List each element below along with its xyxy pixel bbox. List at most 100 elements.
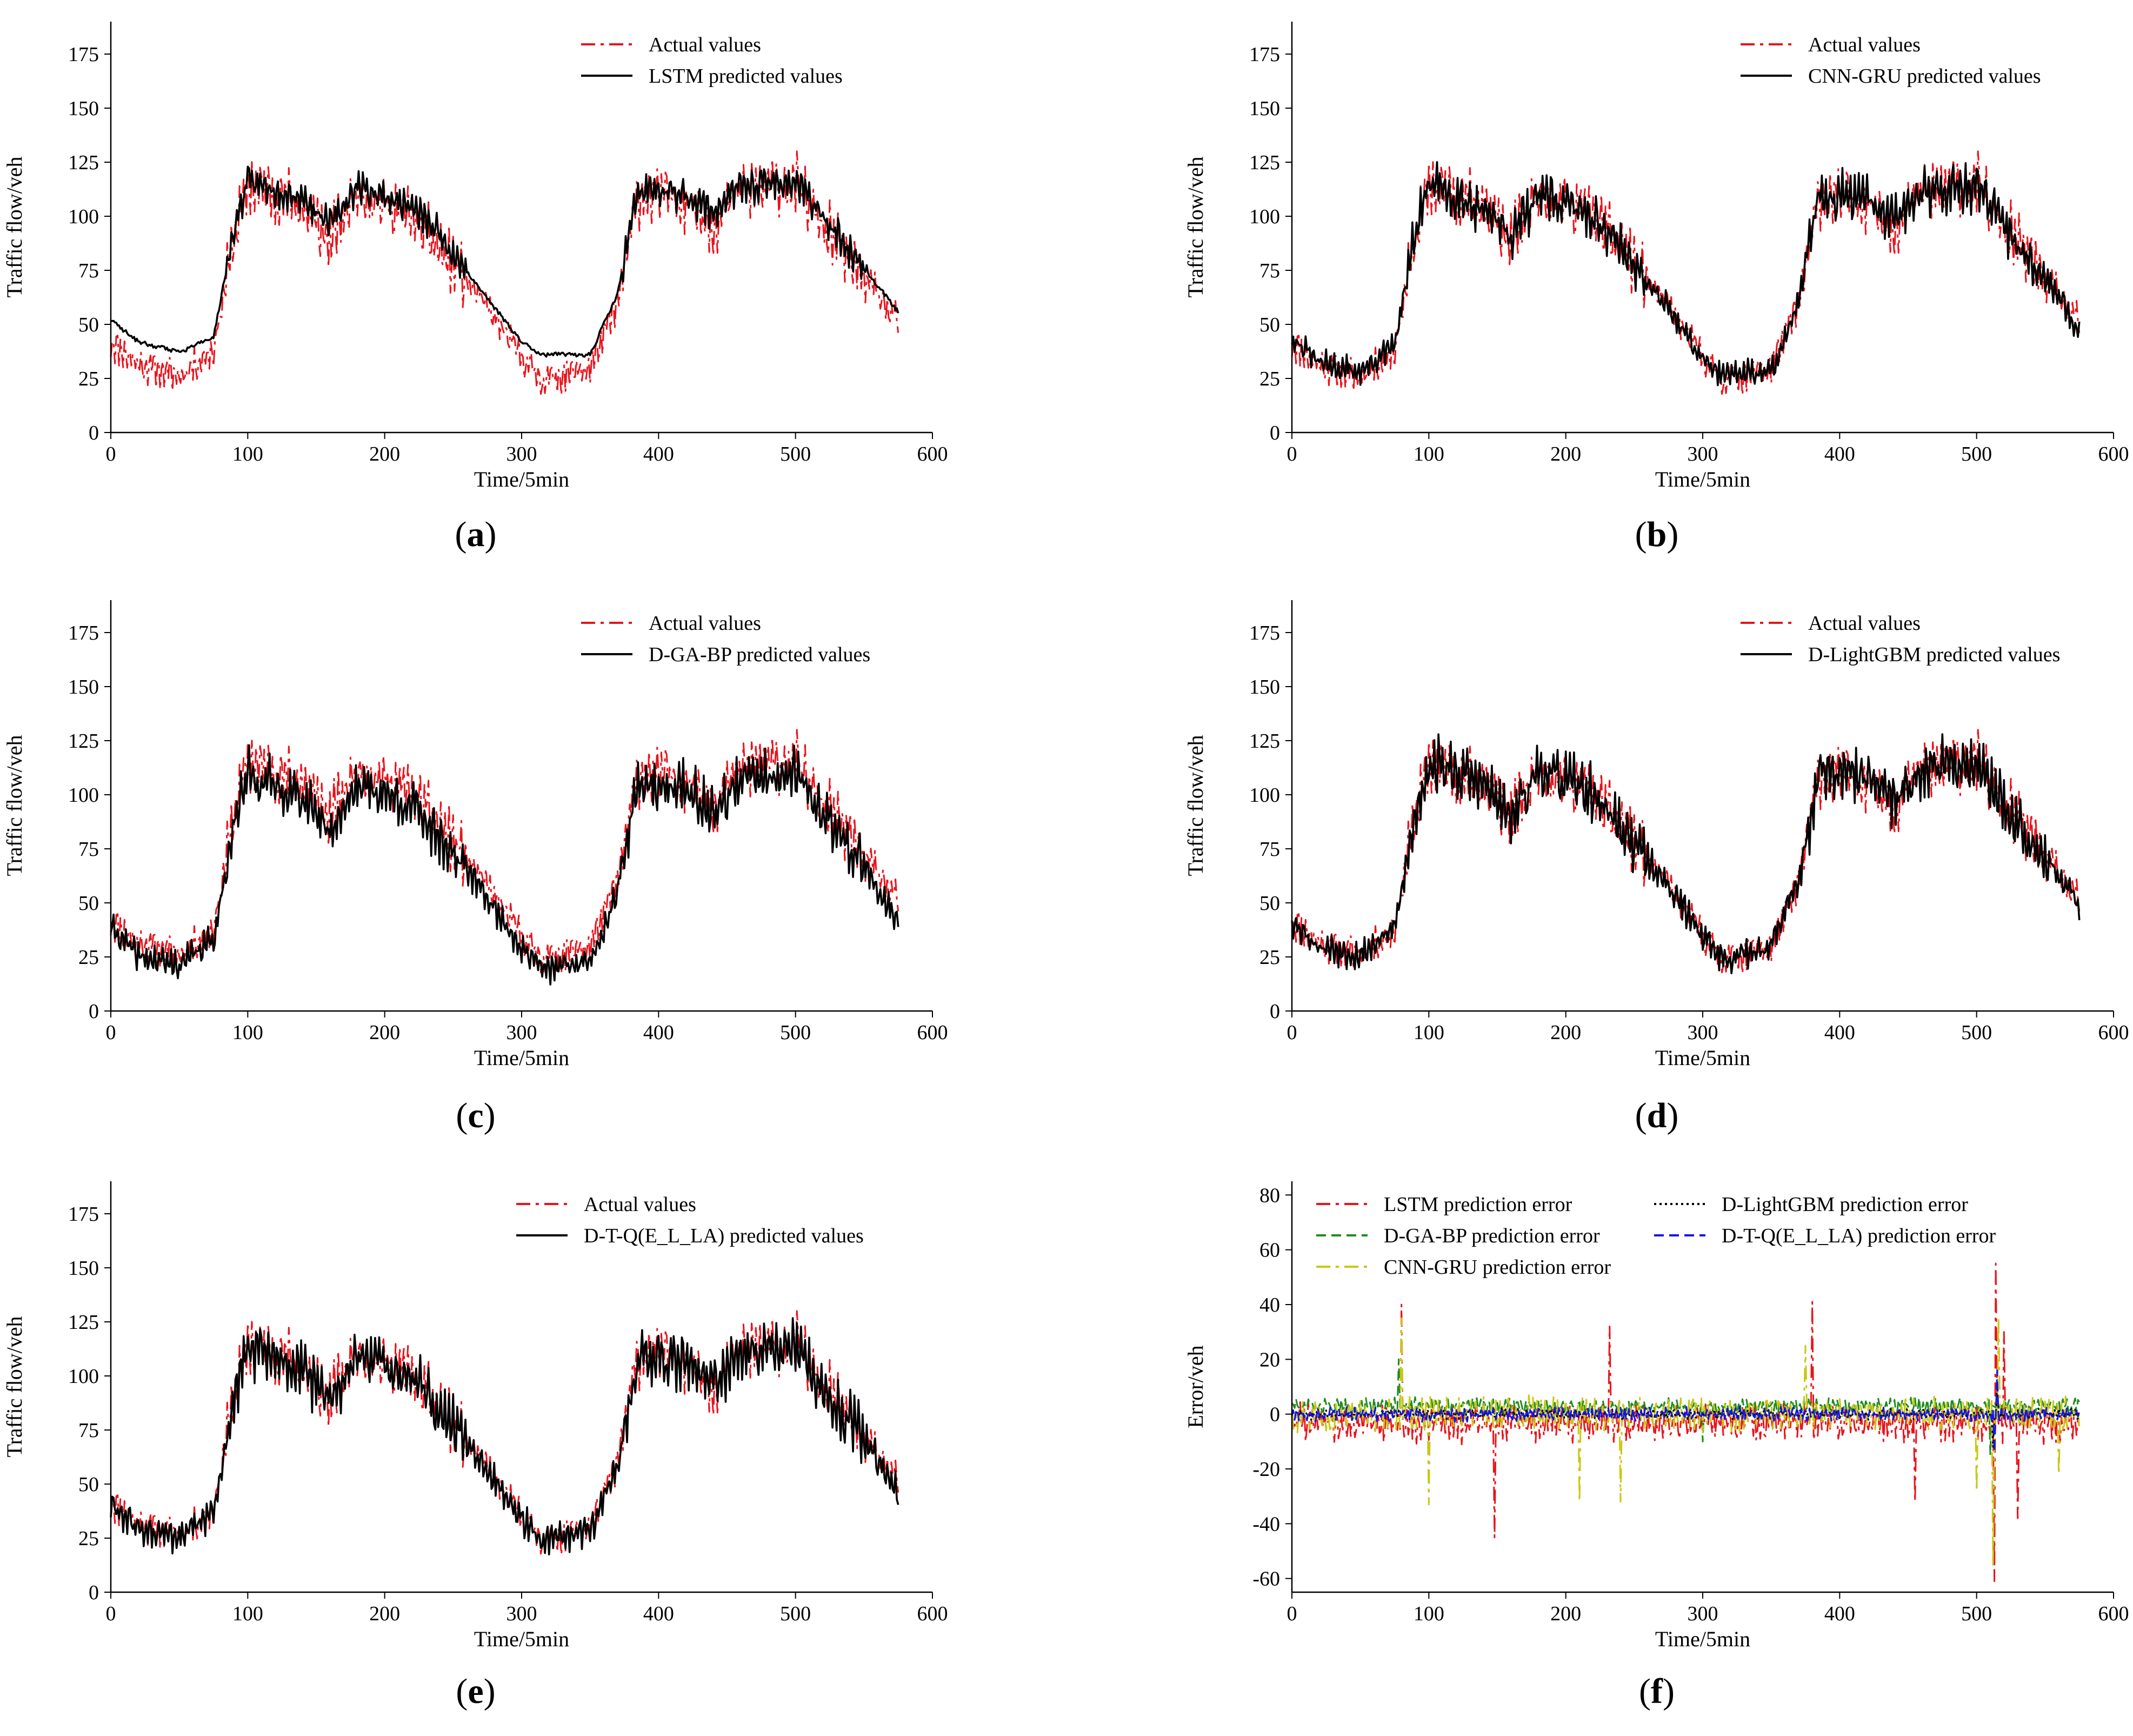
y-tick-label: 25 [78, 946, 99, 969]
y-tick-label: 75 [78, 1419, 99, 1442]
chart-panel-a: 0 100 200 300 400 500 600 0 25 50 75 100 125 150 175 Ti… [2, 22, 948, 554]
x-tick-label: 200 [369, 1602, 400, 1625]
legend-label: D-GA-BP predicted values [649, 643, 870, 666]
y-tick-label: 50 [1259, 892, 1280, 915]
x-axis-label: Time/5min [1655, 1627, 1750, 1651]
series-line-lstm-predicted-values [110, 165, 899, 358]
y-tick-label: 175 [1249, 43, 1280, 66]
y-tick-label: 150 [68, 1257, 99, 1280]
y-tick-label: 150 [1249, 676, 1280, 699]
x-tick-label: 400 [643, 443, 674, 465]
y-axis-label: Traffic flow/veh [2, 156, 26, 297]
panel-caption-c: (c) [456, 1096, 495, 1135]
chart-panel-f: 0 100 200 300 400 500 600 -60 -40 -20 0 20 40 60 80 Tim… [1183, 1181, 2129, 1711]
x-tick-label: 200 [1550, 1021, 1581, 1044]
legend-label: CNN-GRU predicted values [1808, 65, 2041, 88]
y-tick-label: 50 [78, 1473, 99, 1496]
y-axis-label: Traffic flow/veh [2, 735, 26, 876]
y-tick-label: 175 [1249, 622, 1280, 644]
x-tick-label: 400 [1824, 443, 1855, 465]
x-tick-label: 500 [1961, 443, 1992, 465]
y-tick-label: -40 [1252, 1513, 1280, 1535]
y-tick-label: 100 [1249, 784, 1280, 807]
x-tick-label: 400 [643, 1602, 674, 1625]
y-tick-label: 0 [1270, 1000, 1280, 1023]
legend-label: LSTM predicted values [649, 65, 843, 88]
y-tick-label: 0 [1270, 422, 1280, 444]
x-tick-label: 400 [1824, 1021, 1855, 1044]
series-line-lstm-prediction-error [1291, 1262, 2081, 1582]
y-tick-label: 20 [1259, 1348, 1280, 1371]
y-tick-label: 50 [78, 314, 99, 336]
x-tick-label: 300 [1688, 1021, 1718, 1044]
x-tick-label: 200 [1550, 1602, 1581, 1625]
x-tick-label: 500 [780, 1021, 811, 1044]
y-tick-label: 75 [1259, 260, 1280, 282]
x-tick-label: 0 [106, 443, 116, 465]
x-tick-label: 400 [1824, 1602, 1855, 1625]
x-tick-label: 500 [780, 443, 811, 465]
x-tick-label: 100 [232, 1602, 263, 1625]
y-tick-label: 40 [1259, 1294, 1280, 1316]
legend-label: D-LightGBM predicted values [1808, 643, 2060, 666]
y-tick-label: 50 [1259, 314, 1280, 336]
x-tick-label: 500 [1961, 1602, 1992, 1625]
y-tick-label: -20 [1252, 1458, 1280, 1481]
y-axis-label: Traffic flow/veh [1183, 156, 1208, 297]
chart-panel-d: 0 100 200 300 400 500 600 0 25 50 75 100 125 150 175 Ti… [1183, 600, 2129, 1135]
x-axis-label: Time/5min [474, 467, 569, 491]
series-line-actual-values [110, 729, 899, 975]
y-tick-label: 60 [1259, 1239, 1280, 1262]
x-tick-label: 500 [1961, 1021, 1992, 1044]
legend-label: CNN-GRU prediction error [1384, 1256, 1611, 1279]
x-tick-label: 0 [1287, 1602, 1297, 1625]
panel-caption-a: (a) [455, 515, 497, 554]
series-line-d-lightgbm-prediction-error [1291, 1380, 2081, 1448]
x-axis-label: Time/5min [474, 1046, 569, 1070]
x-axis-label: Time/5min [1655, 1046, 1750, 1070]
x-tick-label: 0 [1287, 443, 1297, 465]
y-tick-label: 125 [1249, 151, 1280, 174]
x-tick-label: 100 [1414, 1602, 1444, 1625]
series-line-d-t-q-e-l-la-prediction-error [1291, 1369, 2081, 1454]
series-line-cnn-gru-predicted-values [1291, 161, 2081, 386]
y-tick-label: 0 [89, 1000, 99, 1023]
x-axis-label: Time/5min [1655, 467, 1750, 491]
y-tick-label: 75 [1259, 838, 1280, 861]
y-tick-label: 100 [68, 1365, 99, 1388]
y-tick-label: 25 [1259, 946, 1280, 969]
y-tick-label: 75 [78, 838, 99, 861]
legend-label: Actual values [584, 1193, 696, 1216]
series-line-cnn-gru-prediction-error [1291, 1317, 2081, 1566]
series-line-d-t-q-e-l-la-predicted-values [110, 1317, 899, 1555]
y-tick-label: 100 [1249, 205, 1280, 228]
chart-panel-c: 0 100 200 300 400 500 600 0 25 50 75 100 125 150 175 Ti… [2, 600, 948, 1135]
y-tick-label: 100 [68, 784, 99, 807]
chart-panel-e: 0 100 200 300 400 500 600 0 25 50 75 100 125 150 175 Ti… [2, 1181, 948, 1711]
x-tick-label: 600 [917, 1602, 948, 1625]
y-tick-label: 0 [89, 422, 99, 444]
x-tick-label: 600 [2098, 443, 2129, 465]
legend-label: Actual values [1808, 612, 1921, 635]
y-tick-label: 25 [78, 368, 99, 390]
y-tick-label: 125 [1249, 730, 1280, 753]
x-tick-label: 300 [506, 1602, 537, 1625]
x-tick-label: 100 [232, 1021, 263, 1044]
y-axis-label: Error/veh [1183, 1345, 1208, 1428]
x-tick-label: 200 [369, 1021, 400, 1044]
x-tick-label: 600 [917, 443, 948, 465]
y-tick-label: 150 [68, 676, 99, 699]
y-tick-label: 175 [68, 1203, 99, 1226]
x-tick-label: 600 [917, 1021, 948, 1044]
y-tick-label: 100 [68, 205, 99, 228]
series-line-d-lightgbm-predicted-values [1291, 733, 2081, 974]
x-tick-label: 0 [106, 1021, 116, 1044]
x-tick-label: 100 [1414, 443, 1444, 465]
y-tick-label: 175 [68, 622, 99, 644]
y-tick-label: 175 [68, 43, 99, 66]
x-tick-label: 200 [369, 443, 400, 465]
y-tick-label: 25 [78, 1527, 99, 1550]
y-tick-label: 125 [68, 1311, 99, 1334]
y-tick-label: 80 [1259, 1184, 1280, 1207]
